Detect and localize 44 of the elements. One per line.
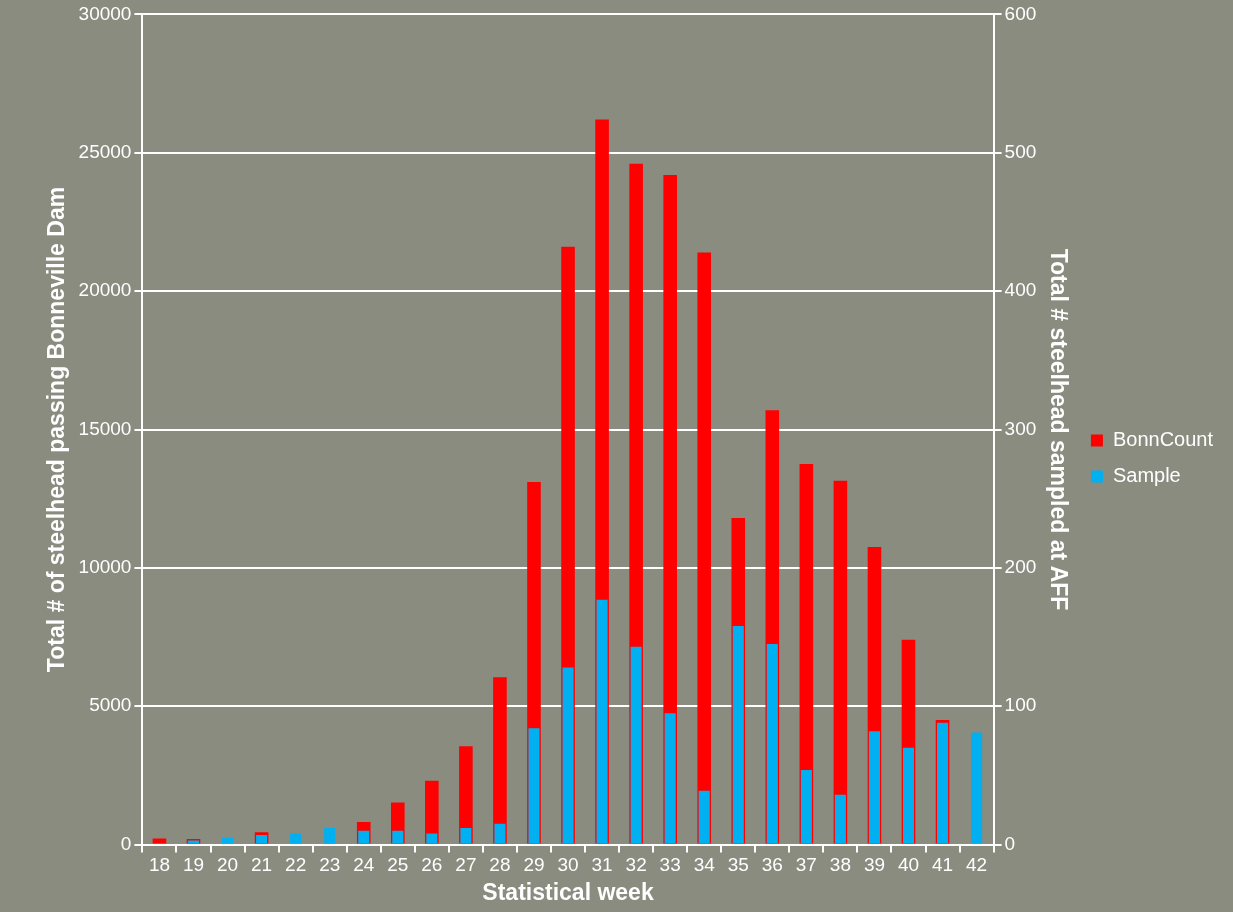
x-tick-label: 28 xyxy=(489,854,511,876)
y2-axis-title: Total # steelhead sampled at AFF xyxy=(1045,248,1072,611)
x-tick-label: 26 xyxy=(421,854,443,876)
x-axis-title: Statistical week xyxy=(482,878,654,905)
y2-tick-label: 200 xyxy=(1004,556,1037,578)
x-tick-label: 36 xyxy=(761,854,783,876)
y2-tick-label: 0 xyxy=(1004,832,1016,854)
x-tick-label: 19 xyxy=(182,854,205,876)
x-tick-label: 18 xyxy=(148,854,171,876)
x-tick-label: 40 xyxy=(897,854,920,876)
x-tick-label: 42 xyxy=(966,854,988,876)
x-tick-label: 37 xyxy=(795,854,817,876)
x-tick-label: 31 xyxy=(591,854,613,876)
x-tick-label: 27 xyxy=(455,854,477,876)
y2-tick-label: 100 xyxy=(1004,694,1037,716)
x-tick-label: 29 xyxy=(523,854,545,876)
y-tick-label: 5000 xyxy=(89,694,132,716)
y2-tick-label: 600 xyxy=(1004,2,1037,24)
y-axis-title: Total # of steelhead passing Bonneville Dam xyxy=(43,186,70,673)
y-tick-label: 30000 xyxy=(78,2,132,24)
x-tick-label: 21 xyxy=(251,854,273,876)
y-tick-label: 20000 xyxy=(78,279,132,301)
x-tick-label: 25 xyxy=(387,854,409,876)
y-tick-label: 25000 xyxy=(78,141,132,162)
legend-label: BonnCount xyxy=(1112,428,1214,451)
y2-tick-label: 400 xyxy=(1004,279,1037,301)
y2-tick-label: 300 xyxy=(1004,417,1037,439)
x-tick-label: 34 xyxy=(693,854,716,876)
x-tick-label: 23 xyxy=(319,854,341,876)
y-tick-label: 0 xyxy=(120,832,132,854)
x-tick-label: 35 xyxy=(727,854,749,876)
x-tick-label: 41 xyxy=(931,854,954,876)
x-tick-label: 30 xyxy=(557,854,579,876)
y-tick-label: 10000 xyxy=(78,556,132,578)
x-tick-label: 33 xyxy=(659,854,681,876)
x-tick-label: 39 xyxy=(863,854,886,876)
y-tick-label: 15000 xyxy=(78,417,132,439)
x-tick-label: 32 xyxy=(625,854,647,876)
legend-label: Sample xyxy=(1112,464,1181,487)
x-tick-label: 38 xyxy=(829,854,851,876)
x-tick-label: 24 xyxy=(353,854,375,876)
x-tick-label: 22 xyxy=(285,854,307,876)
y2-tick-label: 500 xyxy=(1004,141,1037,162)
x-tick-label: 20 xyxy=(216,854,239,876)
